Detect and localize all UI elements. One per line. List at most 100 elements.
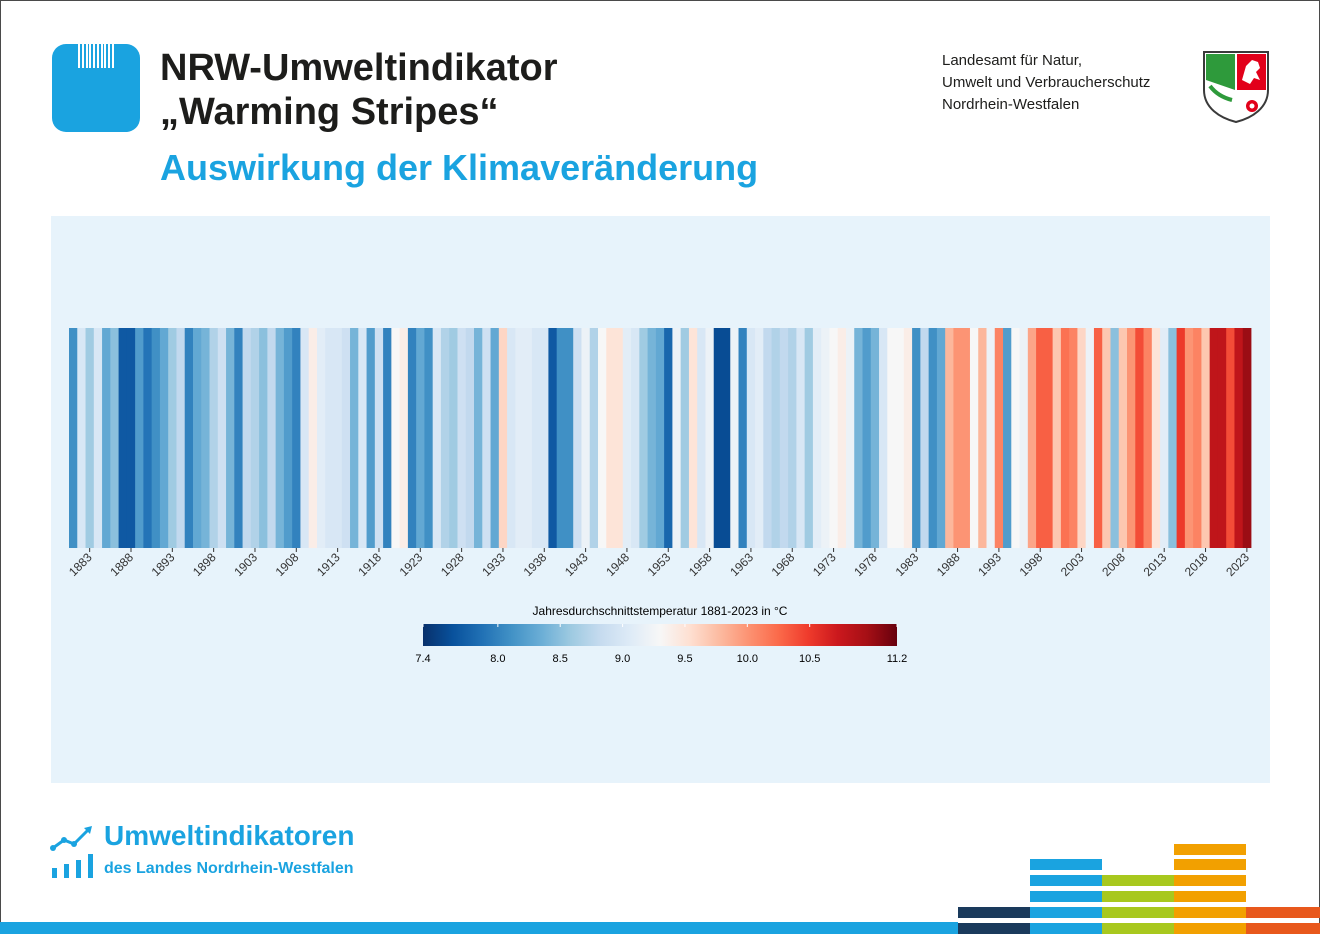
x-tick-label-2003: 2003 (1058, 550, 1087, 579)
nrw-crest-icon (1203, 51, 1269, 124)
agency-line-1: Landesamt für Natur, (942, 52, 1083, 69)
stripe-1931 (482, 328, 491, 548)
stripe-2013 (1160, 328, 1169, 548)
stripe-1907 (283, 328, 293, 548)
stripe-1939 (548, 328, 558, 548)
stripe-1964 (755, 328, 764, 548)
footer-title: Umweltindikatoren (104, 820, 355, 851)
stripe-1924 (424, 328, 434, 548)
page-title: NRW-Umweltindikator „Warming Stripes“ (160, 46, 558, 134)
stripe-1897 (201, 328, 210, 548)
stripe-1883 (85, 328, 95, 548)
stripe-2008 (1118, 328, 1128, 548)
bottom-accent-bar (0, 922, 958, 934)
stripe-1981 (895, 328, 905, 548)
stripe-1954 (672, 328, 682, 548)
stripe-1919 (383, 328, 392, 548)
stripe-1974 (837, 328, 847, 548)
stripe-1987 (945, 328, 954, 548)
stripe-1966 (771, 328, 781, 548)
x-tick-label-1913: 1913 (314, 550, 343, 579)
stripe-1902 (242, 328, 252, 548)
stripe-2005 (1093, 328, 1103, 548)
stripe-1940 (556, 328, 566, 548)
stripe-1970 (804, 328, 814, 548)
x-tick-label-2018: 2018 (1182, 550, 1211, 579)
x-tick-label-1948: 1948 (603, 550, 632, 579)
stripe-2011 (1143, 328, 1153, 548)
stripe-2014 (1168, 328, 1178, 548)
stripe-2010 (1135, 328, 1144, 548)
x-tick-label-1893: 1893 (149, 550, 178, 579)
agency-line-2: Umwelt und Verbraucherschutz (942, 74, 1151, 91)
title-line-1: NRW-Umweltindikator (160, 47, 558, 89)
stripe-1894 (176, 328, 186, 548)
stripe-1928 (457, 328, 467, 548)
stripe-1962 (738, 328, 748, 548)
stripe-1927 (449, 328, 458, 548)
stripe-2001 (1060, 328, 1070, 548)
trend-chart-icon (50, 826, 93, 878)
stripe-1891 (151, 328, 161, 548)
stripe-1943 (581, 328, 591, 548)
footer-subtitle: des Landes Nordrhein-Westfalen (104, 860, 354, 877)
stripe-1952 (655, 328, 665, 548)
stripe-2021 (1226, 328, 1235, 548)
stripe-1888 (126, 328, 136, 548)
stripe-1959 (713, 328, 723, 548)
legend-tick-label-8.0: 8.0 (490, 653, 505, 665)
stripe-1946 (606, 328, 615, 548)
stripe-1921 (399, 328, 409, 548)
stripe-1893 (168, 328, 177, 548)
stripe-1971 (812, 328, 822, 548)
decorative-bars (958, 844, 1320, 934)
stripe-1918 (374, 328, 384, 548)
legend-tick-label-9.5: 9.5 (677, 653, 692, 665)
stripe-2022 (1234, 328, 1244, 548)
stripe-1994 (1003, 328, 1012, 548)
stripe-1906 (275, 328, 285, 548)
x-tick-label-1963: 1963 (727, 550, 756, 579)
stripe-2002 (1069, 328, 1078, 548)
stripe-1988 (953, 328, 963, 548)
stripe-1896 (192, 328, 202, 548)
stripe-1975 (845, 328, 855, 548)
stripe-1889 (135, 328, 144, 548)
stripe-1900 (226, 328, 235, 548)
stripe-1990 (969, 328, 979, 548)
stripe-1925 (432, 328, 442, 548)
stripe-1910 (308, 328, 318, 548)
stripe-1950 (639, 328, 649, 548)
stripe-2020 (1217, 328, 1227, 548)
stripe-1945 (598, 328, 607, 548)
stripe-1961 (730, 328, 739, 548)
stripe-1932 (490, 328, 500, 548)
stripe-1890 (143, 328, 153, 548)
stripe-1926 (440, 328, 450, 548)
stripe-1941 (564, 328, 574, 548)
stripe-1915 (350, 328, 359, 548)
stripe-2015 (1176, 328, 1186, 548)
x-tick-label-1953: 1953 (645, 550, 674, 579)
stripe-1930 (474, 328, 483, 548)
stripe-1887 (118, 328, 128, 548)
x-tick-label-1943: 1943 (562, 550, 591, 579)
stripe-2006 (1102, 328, 1111, 548)
stripe-1942 (573, 328, 582, 548)
x-tick-label-1938: 1938 (521, 550, 550, 579)
stripe-1884 (93, 328, 103, 548)
x-tick-label-1998: 1998 (1017, 550, 1046, 579)
legend-tick-label-11.2: 11.2 (887, 653, 908, 665)
stripe-1980 (887, 328, 896, 548)
x-tick-label-1988: 1988 (934, 550, 963, 579)
stripe-1996 (1019, 328, 1029, 548)
stripe-1998 (1036, 328, 1045, 548)
stripe-1901 (234, 328, 243, 548)
stripe-1955 (680, 328, 690, 548)
x-tick-label-1898: 1898 (190, 550, 219, 579)
x-tick-label-1973: 1973 (810, 550, 839, 579)
agency-name: Landesamt für Natur, Umwelt und Verbrauc… (942, 50, 1150, 116)
stripe-2018 (1201, 328, 1211, 548)
stripe-1984 (920, 328, 930, 548)
agency-line-3: Nordrhein-Westfalen (942, 96, 1080, 113)
